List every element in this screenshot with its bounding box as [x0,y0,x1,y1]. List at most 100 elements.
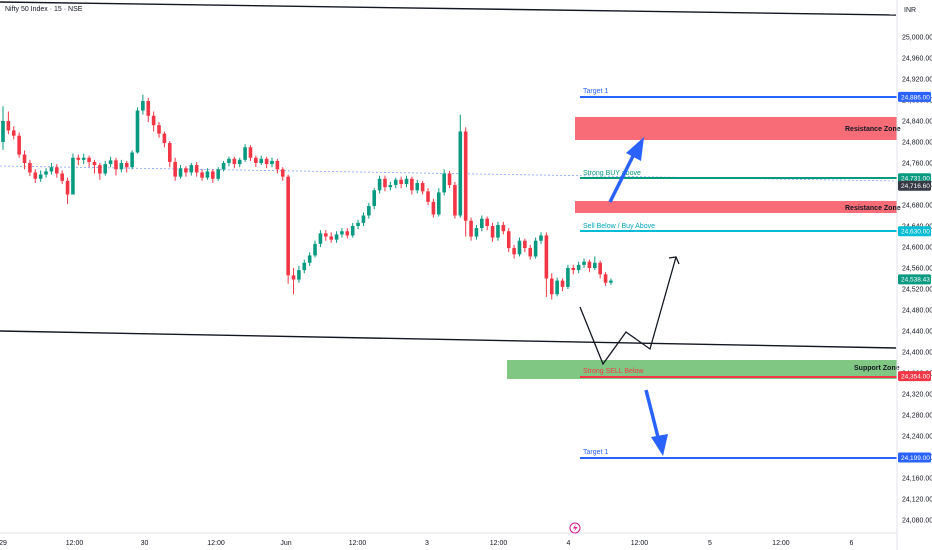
price-badge-bg [898,91,931,102]
price-tick-label: 24,520.00 [902,287,932,294]
candle-body [458,131,463,216]
candle [216,167,220,181]
candle [501,221,506,235]
candle-body [566,268,570,287]
candle-body [576,264,581,271]
candle [44,168,48,178]
price-badge: 24,731.00 [898,173,931,184]
candle [533,237,538,259]
candle [119,159,124,173]
candle [151,111,156,132]
price-badge: 24,538.43 [898,274,931,285]
price-badge: 24,716.60 [898,180,931,191]
flash-icon[interactable] [569,522,581,534]
price-tick-label: 24,760.00 [902,161,932,168]
candle [324,230,328,241]
candle [582,258,586,268]
strong-sell-label: Strong SELL Below [583,368,644,375]
candle-body [415,182,420,191]
time-tick-label: 12:00 [772,540,790,547]
upper-trendline[interactable] [0,1,897,16]
candle-body [523,240,527,249]
candle [426,188,430,205]
candle-body [108,160,113,165]
candle-body [426,191,430,202]
strong-buy-label: Strong BUY above [583,170,641,177]
candle [254,155,258,168]
candle [415,179,420,194]
candle [523,238,527,253]
time-axis[interactable]: 29 12:00 30 12:00 Jun 12:00 3 12:00 4 12:00 5 12:00… [0,540,853,547]
price-badge-text: 24,538.43 [901,277,930,284]
price-badge: 24,354.00 [898,371,931,382]
price-tick-label: 24,320.00 [902,392,932,399]
candle-body [286,176,290,276]
candle-body [189,165,194,173]
price-badge-text: 24,354.00 [901,374,930,381]
candle [367,202,371,219]
candle-body [506,231,511,249]
candle [264,156,269,169]
candle-body [200,172,204,178]
candle [313,240,317,258]
candle-body [194,165,199,173]
candle [490,222,495,242]
price-badge-text: 24,886.00 [901,94,930,101]
candle-body [232,158,237,165]
candle [512,244,516,259]
candle-body [297,270,301,280]
candle [560,278,565,292]
candle-body [340,231,344,235]
candle [453,181,457,219]
candle [404,175,409,188]
candle-body [264,158,269,165]
candle-body [361,215,366,223]
candle-body [587,261,592,268]
candle-body [609,280,613,283]
projection-path[interactable] [579,256,677,366]
candle-body [28,163,32,173]
candle-body [593,262,597,268]
candle-body [259,158,264,163]
candle-body [98,165,102,174]
price-badge: 24,630.00 [898,226,931,237]
candle-body [60,173,64,181]
candle [356,219,360,230]
price-badge-text: 24,731.00 [901,176,930,183]
candle [248,145,253,161]
candle-body [442,173,446,193]
candle-body [528,248,533,257]
price-badge: 24,886.00 [898,91,931,102]
candle-body [356,222,360,226]
candle [286,174,290,284]
bullish-arrow[interactable] [608,137,644,203]
candle [200,169,204,181]
time-tick-label: Jun [280,540,291,547]
candle-body [146,101,151,116]
bearish-arrow[interactable] [644,389,668,456]
candle [496,221,500,241]
candle-body [549,278,554,295]
candle [237,157,242,168]
time-tick-label: 12:00 [207,540,225,547]
candle [92,159,97,174]
candle-body [17,135,21,155]
candle [184,166,188,177]
target-1-upper-label: Target 1 [583,88,608,95]
lower-trendline[interactable] [0,330,897,349]
price-tick-label: 24,400.00 [902,350,932,357]
price-badge-bg [898,452,931,463]
candle-body [22,154,27,163]
pivot-label: Sell Below / Buy Above [583,223,655,230]
candle [49,163,54,175]
support-zone [507,360,897,379]
candle [81,153,86,165]
candle [1,106,5,150]
price-tick-label: 25,000.00 [902,35,932,42]
candle [124,160,129,173]
candle-body [119,163,124,170]
time-tick-label: 3 [425,540,429,547]
zones-layer: Resistance Zone Resistance Zone Support … [507,117,901,379]
candle-body [431,201,436,215]
